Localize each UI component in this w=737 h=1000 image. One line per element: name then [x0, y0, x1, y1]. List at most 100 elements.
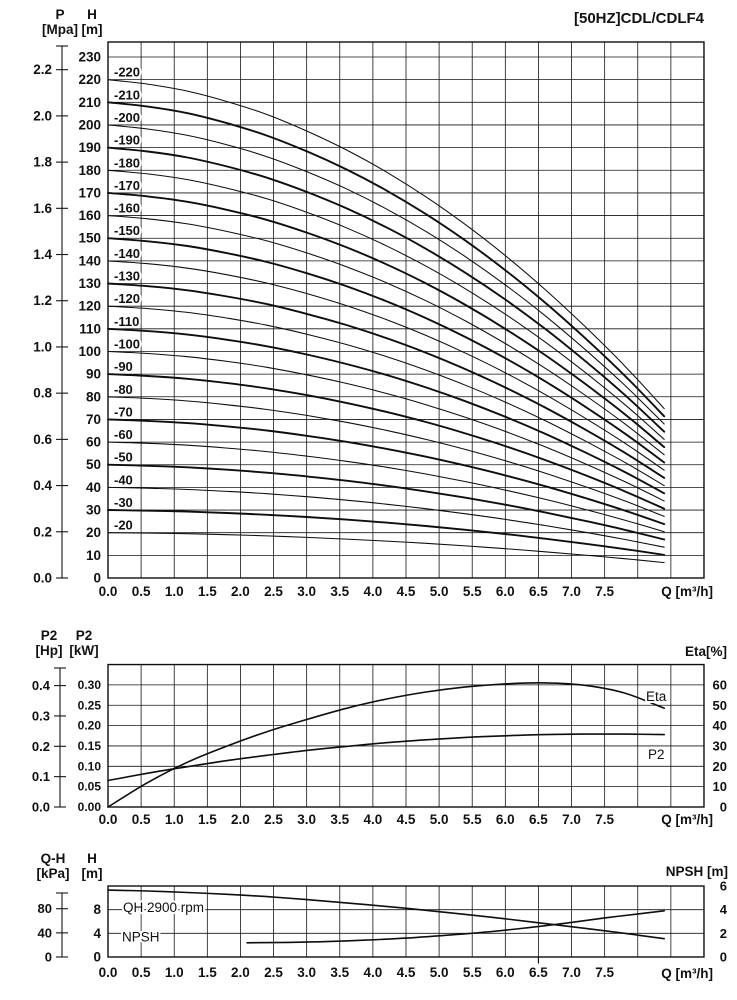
svg-text:220: 220	[78, 72, 101, 87]
svg-text:4.5: 4.5	[397, 965, 416, 980]
svg-text:-180: -180	[114, 155, 140, 170]
svg-text:210: 210	[78, 95, 101, 110]
svg-text:0.10: 0.10	[78, 759, 102, 773]
svg-text:20: 20	[713, 759, 727, 774]
svg-text:5.5: 5.5	[463, 812, 482, 827]
svg-text:-40: -40	[114, 472, 133, 487]
svg-text:30: 30	[713, 738, 727, 753]
svg-text:1.5: 1.5	[198, 812, 217, 827]
svg-text:6.0: 6.0	[496, 965, 515, 980]
svg-text:-200: -200	[114, 110, 140, 125]
svg-text:6.5: 6.5	[529, 812, 548, 827]
svg-text:100: 100	[78, 344, 101, 359]
svg-text:130: 130	[78, 276, 101, 291]
svg-text:50: 50	[86, 457, 101, 472]
svg-text:1.4: 1.4	[33, 247, 52, 262]
hp-axis-unit: [Hp]	[35, 643, 63, 658]
p-axis-name: P	[55, 7, 65, 22]
svg-text:180: 180	[78, 163, 101, 178]
svg-text:80: 80	[38, 901, 52, 916]
svg-text:0.4: 0.4	[33, 478, 52, 493]
q-axis-label-middle: Q [m³/h]	[661, 812, 713, 827]
q-axis-label-top: Q [m³/h]	[661, 584, 713, 599]
svg-text:2.0: 2.0	[231, 812, 250, 827]
h-axis-unit: [m]	[81, 22, 103, 37]
svg-text:0.20: 0.20	[78, 719, 102, 733]
svg-text:0.0: 0.0	[32, 800, 50, 815]
svg-text:-20: -20	[114, 518, 133, 533]
svg-text:0.6: 0.6	[33, 432, 52, 447]
svg-text:Eta: Eta	[646, 689, 667, 704]
svg-text:6.0: 6.0	[496, 584, 515, 599]
svg-text:0.5: 0.5	[132, 584, 151, 599]
svg-text:1.5: 1.5	[198, 965, 217, 980]
svg-text:-90: -90	[114, 359, 133, 374]
svg-text:-50: -50	[114, 450, 133, 465]
svg-text:40: 40	[86, 480, 101, 495]
svg-text:0.5: 0.5	[132, 965, 151, 980]
svg-text:170: 170	[78, 185, 101, 200]
svg-text:3.0: 3.0	[297, 584, 316, 599]
kpa-axis-header: Q-H [kPa]	[31, 851, 75, 881]
svg-text:150: 150	[78, 231, 101, 246]
svg-text:2.0: 2.0	[231, 965, 250, 980]
svg-text:-70: -70	[114, 404, 133, 419]
svg-text:-170: -170	[114, 178, 140, 193]
svg-text:1.0: 1.0	[165, 965, 184, 980]
h-axis-header: H [m]	[70, 7, 114, 37]
svg-text:5.0: 5.0	[430, 584, 449, 599]
svg-text:0: 0	[93, 571, 101, 586]
svg-text:2.5: 2.5	[264, 584, 283, 599]
svg-text:-60: -60	[114, 427, 133, 442]
svg-text:0.15: 0.15	[78, 739, 102, 753]
svg-text:-210: -210	[114, 87, 140, 102]
svg-text:0.0: 0.0	[99, 812, 118, 827]
svg-text:-100: -100	[114, 336, 140, 351]
svg-text:3.5: 3.5	[330, 812, 349, 827]
svg-text:0.3: 0.3	[32, 708, 50, 723]
svg-text:0: 0	[45, 950, 52, 965]
svg-text:200: 200	[78, 117, 101, 132]
svg-text:2.0: 2.0	[33, 108, 52, 123]
svg-text:-220: -220	[114, 65, 140, 80]
svg-text:0.05: 0.05	[78, 780, 102, 794]
svg-text:0.0: 0.0	[99, 584, 118, 599]
svg-text:60: 60	[713, 677, 727, 692]
svg-text:0.30: 0.30	[78, 678, 102, 692]
svg-text:-190: -190	[114, 133, 140, 148]
kw-axis-name: P2	[75, 628, 93, 643]
svg-text:8: 8	[93, 902, 101, 917]
svg-text:10: 10	[713, 779, 727, 794]
svg-text:0: 0	[720, 800, 727, 815]
svg-text:1.8: 1.8	[33, 155, 52, 170]
svg-text:0.2: 0.2	[32, 739, 50, 754]
p-axis-unit: [Mpa]	[42, 22, 78, 37]
kw-axis-unit: [kW]	[69, 643, 99, 658]
svg-text:-30: -30	[114, 495, 133, 510]
svg-text:5.0: 5.0	[430, 812, 449, 827]
svg-text:2.0: 2.0	[231, 584, 250, 599]
svg-text:4.0: 4.0	[363, 584, 382, 599]
svg-text:0.00: 0.00	[78, 800, 102, 814]
q-axis-label-bottom: Q [m³/h]	[661, 966, 713, 981]
svg-text:50: 50	[713, 698, 727, 713]
svg-text:3.0: 3.0	[297, 812, 316, 827]
svg-text:7.0: 7.0	[562, 812, 581, 827]
svg-text:-160: -160	[114, 201, 140, 216]
svg-text:7.5: 7.5	[595, 965, 614, 980]
hp-axis-header: P2 [Hp]	[27, 628, 71, 658]
svg-text:1.5: 1.5	[198, 584, 217, 599]
svg-text:7.5: 7.5	[595, 812, 614, 827]
svg-text:190: 190	[78, 140, 101, 155]
svg-text:4.5: 4.5	[397, 584, 416, 599]
svg-text:7.0: 7.0	[562, 965, 581, 980]
svg-text:40: 40	[713, 718, 727, 733]
svg-text:0.25: 0.25	[78, 698, 102, 712]
svg-text:20: 20	[86, 525, 101, 540]
svg-text:90: 90	[86, 367, 101, 382]
svg-text:6.5: 6.5	[529, 584, 548, 599]
svg-text:0.5: 0.5	[132, 812, 151, 827]
